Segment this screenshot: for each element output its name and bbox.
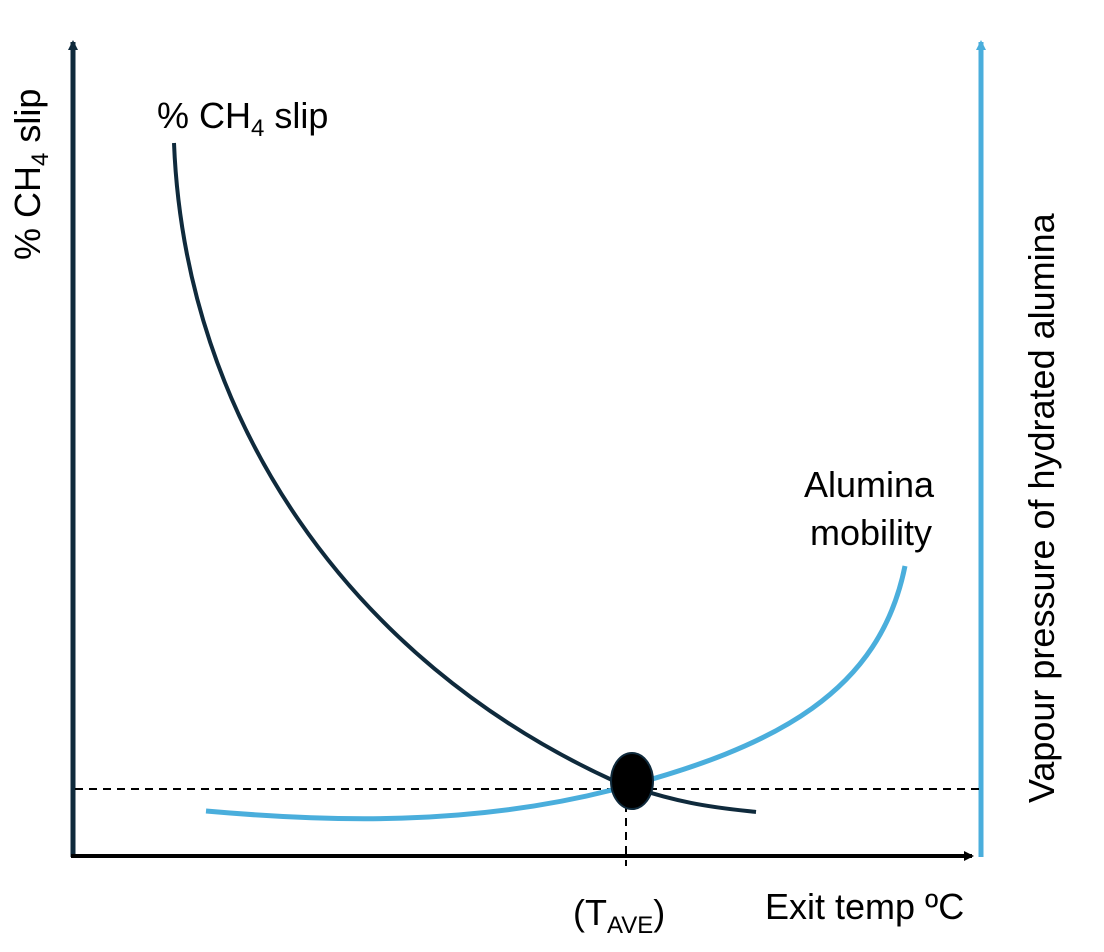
x-axis-label: Exit temp ºC (765, 886, 964, 927)
right-axis-label: Vapour pressure of hydrated alumina (1021, 212, 1062, 803)
intersection-marker (610, 752, 654, 810)
alumina-mobility-label-line1: Alumina (804, 464, 935, 505)
alumina-mobility-curve (205, 565, 908, 822)
ch4-slip-curve-label: % CH4 slip (157, 95, 328, 142)
ch4-slip-curve (172, 142, 757, 814)
left-axis-label: % CH4 slip (7, 89, 54, 260)
t-ave-label: (TAVE) (573, 892, 665, 939)
alumina-mobility-label-line2: mobility (810, 512, 932, 553)
